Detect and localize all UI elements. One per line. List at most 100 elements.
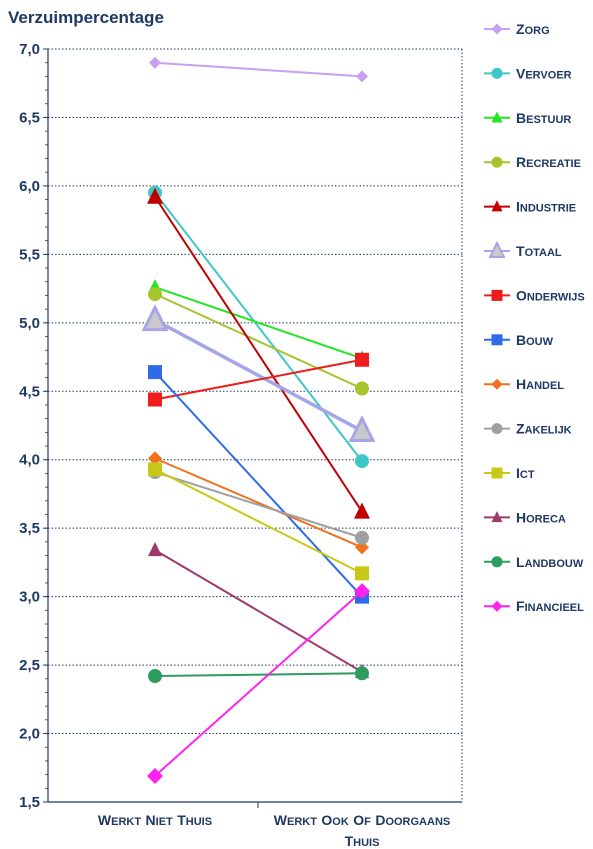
data-point <box>141 304 169 332</box>
series-vervoer <box>148 185 369 469</box>
legend-label: FINANCIEEL <box>516 598 584 614</box>
data-point <box>148 669 162 684</box>
series-line <box>154 468 363 575</box>
legend-marker <box>491 289 503 301</box>
legend-marker <box>491 600 503 612</box>
series-line <box>154 358 363 401</box>
data-point <box>355 530 369 545</box>
data-point <box>147 187 163 204</box>
legend-marker <box>491 334 503 346</box>
data-point <box>356 70 368 83</box>
y-tick-label: 4,5 <box>19 383 40 400</box>
legend-marker <box>491 467 503 479</box>
legend-label: RECREATIE <box>516 154 581 170</box>
series-line <box>154 286 363 360</box>
legend-marker <box>491 23 503 35</box>
x-categories: WERKT NIET THUIS WERKT OOK OF DOORGAANS TH… <box>98 812 450 849</box>
data-point <box>149 56 161 69</box>
series-landbouw <box>148 666 369 684</box>
y-tick-label: 5,5 <box>19 246 40 263</box>
y-tick-label: 7,0 <box>19 41 40 58</box>
series-bestuur <box>148 279 369 365</box>
legend-label: HORECA <box>516 509 566 525</box>
legend-label: ICT <box>516 465 535 481</box>
legend-label: HANDEL <box>516 376 564 392</box>
data-point <box>148 287 162 302</box>
legend-label: ONDERWIJS <box>516 287 585 303</box>
legend-marker <box>491 511 503 523</box>
legend-item-industrie: INDUSTRIE <box>484 199 576 215</box>
x-category-label: WERKT OOK OF DOORGAANS <box>274 812 450 829</box>
data-point <box>148 451 162 466</box>
legend-marker <box>488 240 506 259</box>
legend-marker <box>491 111 503 123</box>
legend-item-recreatie: RECREATIE <box>484 154 581 170</box>
series-line <box>154 672 363 678</box>
legend-marker <box>491 423 503 435</box>
y-tick-label: 3,5 <box>19 520 40 537</box>
series-onderwijs <box>148 352 369 407</box>
y-tick-label: 2,5 <box>19 657 40 674</box>
y-tick-label: 4,0 <box>19 452 40 469</box>
legend-marker <box>491 378 503 390</box>
legend-item-zakelijk: ZAKELIJK <box>484 421 572 437</box>
legend-label: ZORG <box>516 21 550 37</box>
y-tick-label: 3,0 <box>19 589 40 606</box>
legend-marker <box>491 200 503 212</box>
series-line <box>154 549 363 673</box>
series-line <box>154 371 363 598</box>
series-line <box>154 471 363 539</box>
series-totaal <box>141 304 376 442</box>
series-zorg <box>149 56 368 83</box>
data-point <box>355 381 369 396</box>
series-group <box>141 56 376 784</box>
series-bouw <box>148 365 369 604</box>
x-category-label: WERKT NIET THUIS <box>98 812 212 829</box>
data-point <box>148 542 162 557</box>
x-category-label: THUIS <box>345 833 380 849</box>
axes <box>47 49 463 808</box>
y-axis-title: Verzuimpercentage <box>8 8 164 27</box>
y-tick-label: 5,0 <box>19 315 40 332</box>
legend-item-totaal: TOTAAL <box>484 240 562 259</box>
data-point <box>355 540 369 555</box>
y-tick-label: 2,0 <box>19 726 40 743</box>
legend: ZORG VERVOER BESTUUR RECREATIE INDUSTRIE TOTA… <box>484 21 585 614</box>
data-point <box>355 566 369 581</box>
series-horeca <box>148 542 369 678</box>
legend-label: ZAKELIJK <box>516 421 572 437</box>
legend-label: BESTUUR <box>516 110 571 126</box>
data-point <box>354 502 370 519</box>
y-tick-label: 1,5 <box>19 794 40 811</box>
legend-item-ict: ICT <box>484 465 535 481</box>
y-ticks: 1,5 2,0 2,5 3,0 3,5 4,0 4,5 5,0 5,5 6,0 6,5 7,0 <box>19 41 40 811</box>
data-point <box>355 352 369 367</box>
series-line <box>154 196 363 513</box>
legend-marker <box>491 67 503 79</box>
data-point <box>348 414 376 442</box>
data-point <box>148 365 162 380</box>
y-tick-label: 6,5 <box>19 109 40 126</box>
y-tick-label: 6,0 <box>19 178 40 195</box>
data-point <box>148 462 162 477</box>
legend-item-bestuur: BESTUUR <box>484 110 571 126</box>
series-line <box>154 192 363 462</box>
series-industrie <box>147 187 370 519</box>
series-line <box>154 457 363 549</box>
legend-label: BOUW <box>516 332 554 348</box>
data-point <box>148 392 162 407</box>
series-line <box>154 318 363 433</box>
data-point <box>355 454 369 469</box>
legend-item-financieel: FINANCIEEL <box>484 598 584 614</box>
series-financieel <box>147 583 370 784</box>
data-point <box>147 767 163 784</box>
legend-item-handel: HANDEL <box>484 376 564 392</box>
data-point <box>354 583 370 600</box>
series-ict <box>148 462 369 581</box>
legend-label: TOTAAL <box>516 243 562 259</box>
legend-marker <box>491 556 503 568</box>
legend-label: VERVOER <box>516 65 572 81</box>
legend-item-landbouw: LANDBOUW <box>484 554 584 570</box>
legend-item-bouw: BOUW <box>484 332 554 348</box>
